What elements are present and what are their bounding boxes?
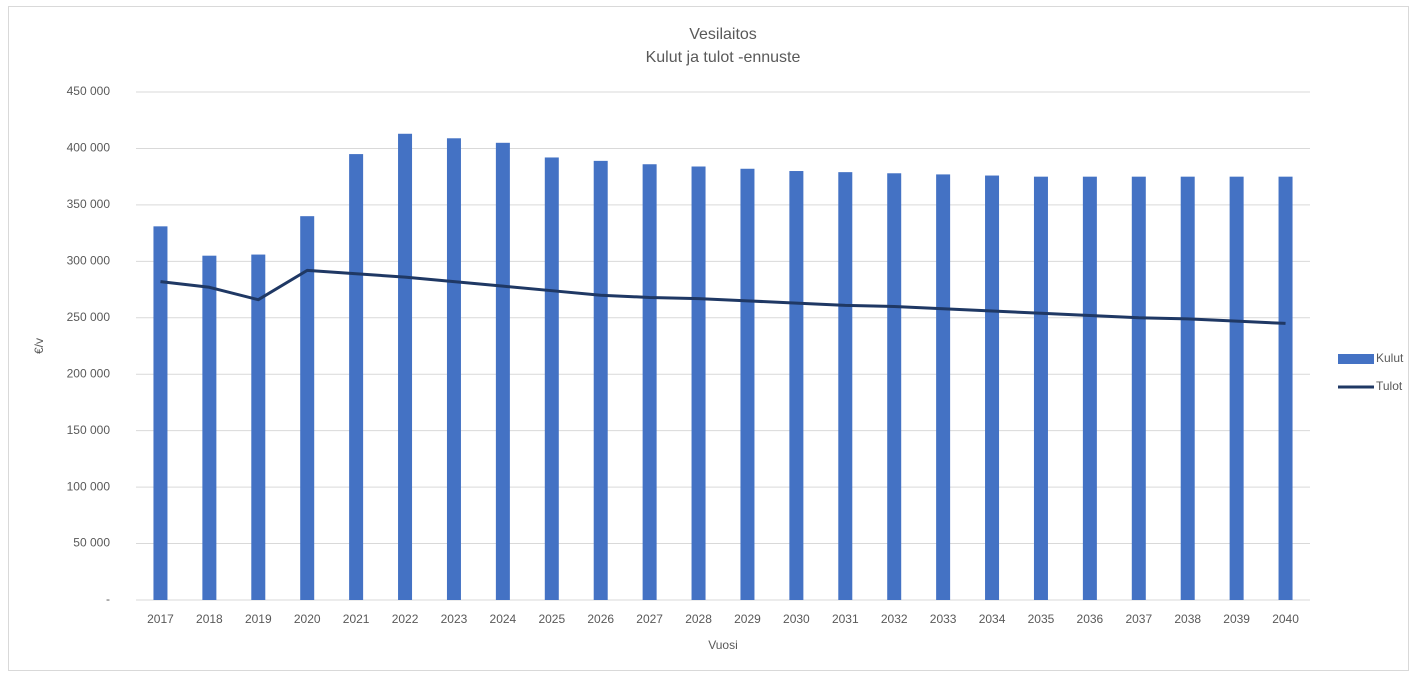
bar	[251, 254, 266, 600]
x-tick-label: 2032	[881, 612, 908, 626]
x-tick-label: 2022	[392, 612, 419, 626]
x-tick-label: 2024	[490, 612, 517, 626]
y-tick-label: 250 000	[67, 310, 111, 324]
bar	[446, 138, 461, 601]
x-tick-label: 2030	[783, 612, 810, 626]
x-tick-label: 2033	[930, 612, 957, 626]
x-tick-label: 2029	[734, 612, 761, 626]
y-tick-label: 150 000	[67, 423, 111, 437]
bar	[936, 174, 951, 601]
x-tick-label: 2039	[1223, 612, 1250, 626]
bar	[544, 157, 559, 600]
chart-title: Vesilaitos	[689, 26, 757, 43]
bar	[153, 226, 168, 601]
x-tick-label: 2018	[196, 612, 223, 626]
x-tick-label: 2021	[343, 612, 370, 626]
chart-frame	[8, 6, 1409, 671]
y-tick-label: 400 000	[67, 141, 111, 155]
x-tick-label: 2019	[245, 612, 272, 626]
bar	[1278, 176, 1293, 600]
y-tick-label: 300 000	[67, 254, 111, 268]
x-tick-label: 2037	[1125, 612, 1152, 626]
bar	[1229, 176, 1244, 600]
x-tick-label: 2028	[685, 612, 712, 626]
bar	[495, 142, 510, 601]
x-tick-label: 2025	[538, 612, 565, 626]
y-axis-label: €/v	[32, 338, 46, 354]
x-tick-label: 2036	[1077, 612, 1104, 626]
bar	[985, 175, 1000, 600]
x-tick-label: 2034	[979, 612, 1006, 626]
bar	[838, 172, 853, 600]
bar	[887, 173, 902, 600]
y-tick-label: 100 000	[67, 479, 111, 493]
x-axis-label: Vuosi	[708, 638, 738, 652]
bar	[349, 154, 364, 601]
x-tick-label: 2017	[147, 612, 174, 626]
x-tick-label: 2027	[636, 612, 663, 626]
y-tick-label: 200 000	[67, 366, 111, 380]
legend-label: Kulut	[1376, 351, 1404, 365]
bar	[593, 160, 608, 600]
x-tick-label: 2040	[1272, 612, 1299, 626]
x-tick-label: 2020	[294, 612, 321, 626]
legend-swatch	[1338, 354, 1374, 364]
y-tick-label: 450 000	[67, 84, 111, 98]
bar	[789, 171, 804, 600]
y-tick-label: 50 000	[73, 536, 110, 550]
x-tick-label: 2031	[832, 612, 859, 626]
bar	[1082, 176, 1097, 600]
x-tick-label: 2035	[1028, 612, 1055, 626]
bar	[691, 166, 706, 601]
y-tick-label: 350 000	[67, 197, 111, 211]
x-tick-label: 2026	[587, 612, 614, 626]
y-tick-label: -	[106, 592, 110, 606]
bar	[1180, 176, 1195, 600]
line	[160, 268, 1286, 325]
bar	[642, 164, 657, 600]
bar	[202, 255, 217, 600]
bar	[300, 216, 315, 600]
chart-subtitle: Kulut ja tulot -ennuste	[646, 49, 801, 66]
x-tick-label: 2038	[1174, 612, 1201, 626]
legend-label: Tulot	[1376, 379, 1403, 393]
bar	[398, 133, 413, 600]
x-tick-label: 2023	[441, 612, 468, 626]
bar	[1131, 176, 1146, 600]
bar	[740, 168, 755, 600]
bar	[1033, 176, 1048, 600]
